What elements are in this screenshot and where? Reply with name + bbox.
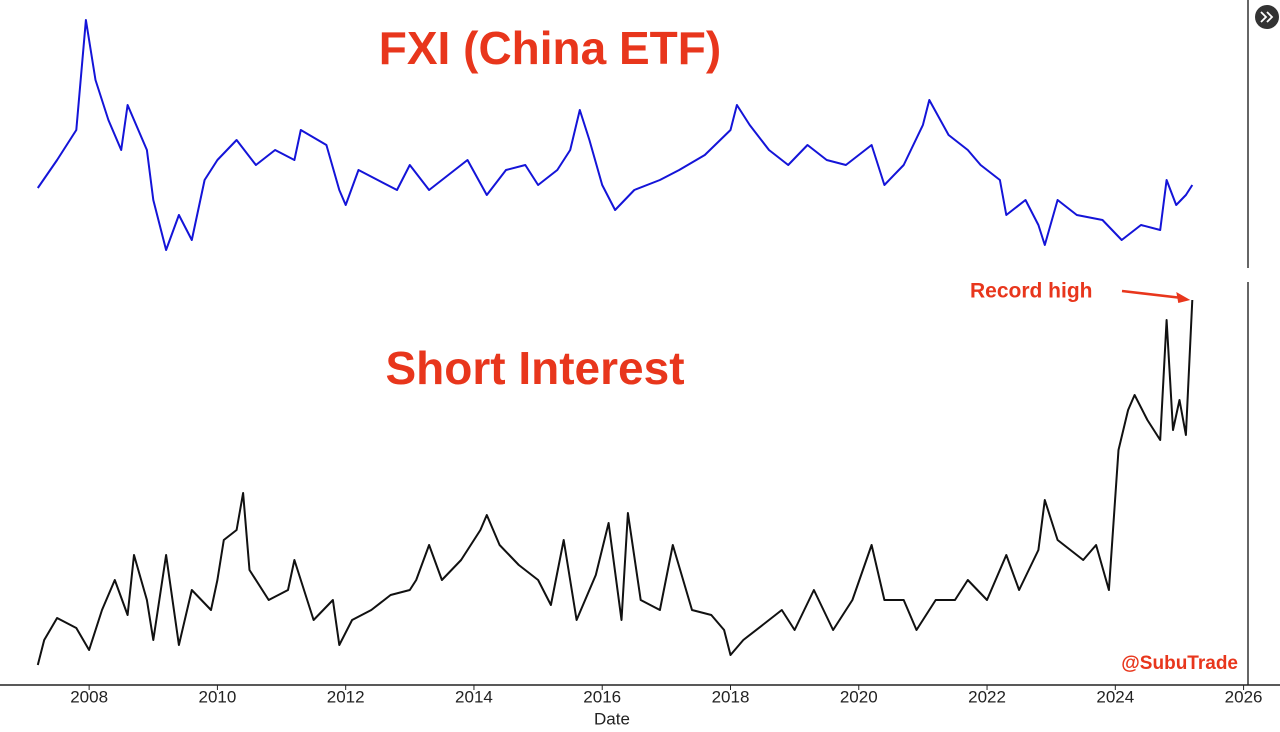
expand-icon — [1260, 11, 1274, 23]
series-line — [36, 19, 1194, 251]
annotation: Record high — [970, 280, 1093, 303]
chart-title: Short Interest — [385, 342, 684, 394]
x-tick-label: 2012 — [327, 687, 365, 706]
x-tick-label: 2016 — [583, 687, 621, 706]
x-tick-label: 2010 — [198, 687, 236, 706]
chart-title: FXI (China ETF) — [379, 22, 721, 74]
watermark: @SubuTrade — [1121, 653, 1238, 674]
x-tick-label: 2018 — [712, 687, 750, 706]
x-axis-label: Date — [594, 709, 630, 727]
annotation-arrow — [1121, 289, 1183, 300]
arrow-head — [1176, 292, 1191, 303]
x-tick-label: 2008 — [70, 687, 108, 706]
x-tick-label: 2014 — [455, 687, 493, 706]
x-tick-label: 2022 — [968, 687, 1006, 706]
x-tick-label: 2026 — [1225, 687, 1263, 706]
x-tick-label: 2024 — [1096, 687, 1134, 706]
series-line — [36, 299, 1194, 666]
x-tick-label: 2020 — [840, 687, 878, 706]
